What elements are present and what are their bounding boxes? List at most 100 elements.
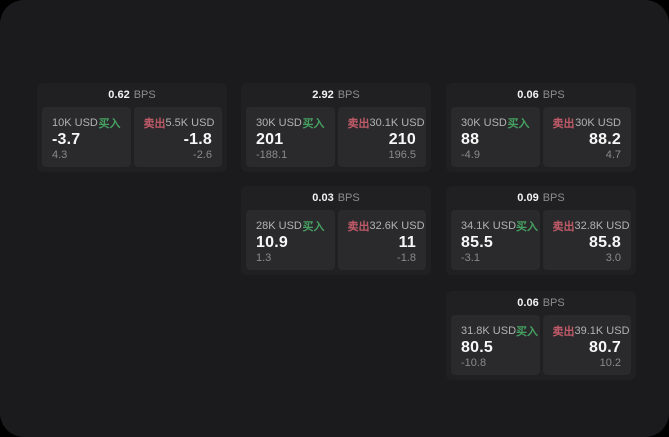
bps-spread-value: 0.06 — [517, 89, 539, 101]
card-body: 30K USD 买入 201 -188.1 卖出 30.1K USD 210 1… — [241, 107, 431, 172]
sell-quote-tile[interactable]: 卖出 32.8K USD 85.8 3.0 — [542, 210, 631, 270]
buy-side-label: 买入 — [516, 221, 539, 233]
sell-tile-header: 卖出 30K USD — [553, 115, 622, 131]
card-header: 0.03 BPS — [241, 186, 431, 210]
sell-price-value: 210 — [388, 131, 416, 148]
sell-delta-value: 196.5 — [388, 149, 416, 161]
buy-tile-header: 10K USD 买入 — [52, 115, 121, 131]
sell-quote-tile[interactable]: 卖出 30.1K USD 210 196.5 — [337, 107, 426, 167]
buy-tile-header: 28K USD 买入 — [256, 218, 325, 234]
bps-spread-value: 0.62 — [108, 89, 130, 101]
bps-unit-label: BPS — [542, 297, 565, 309]
buy-notional-label: 34.1K USD — [461, 220, 517, 232]
buy-delta-value: 1.3 — [256, 252, 272, 264]
buy-side-label: 买入 — [98, 118, 121, 130]
sell-quote-tile[interactable]: 卖出 5.5K USD -1.8 -2.6 — [133, 107, 222, 167]
sell-notional-label: 5.5K USD — [165, 117, 215, 129]
sell-notional-label: 32.8K USD — [574, 220, 630, 232]
buy-price-value: 85.5 — [461, 234, 493, 251]
sell-tile-header: 卖出 32.6K USD — [347, 218, 425, 234]
sell-side-label: 卖出 — [552, 118, 575, 130]
buy-side-label: 买入 — [507, 118, 530, 130]
buy-delta-value: -3.1 — [461, 252, 480, 264]
sell-tile-header: 卖出 32.8K USD — [552, 218, 630, 234]
card-header: 0.62 BPS — [37, 83, 227, 107]
sell-quote-tile[interactable]: 卖出 30K USD 88.2 4.7 — [542, 107, 631, 167]
sell-delta-value: -1.8 — [397, 252, 416, 264]
sell-tile-header: 卖出 30.1K USD — [347, 115, 425, 131]
card-body: 28K USD 买入 10.9 1.3 卖出 32.6K USD 11 -1.8 — [241, 210, 431, 275]
buy-quote-tile[interactable]: 28K USD 买入 10.9 1.3 — [246, 210, 335, 270]
sell-quote-tile[interactable]: 卖出 32.6K USD 11 -1.8 — [337, 210, 426, 270]
buy-tile-header: 30K USD 买入 — [461, 115, 530, 131]
buy-price-value: -3.7 — [52, 131, 81, 148]
buy-price-value: 80.5 — [461, 339, 493, 356]
buy-quote-tile[interactable]: 30K USD 买入 88 -4.9 — [451, 107, 540, 167]
buy-side-label: 买入 — [516, 326, 539, 338]
card-header: 0.06 BPS — [446, 83, 636, 107]
buy-delta-value: 4.3 — [52, 149, 68, 161]
sell-notional-label: 30K USD — [575, 117, 621, 129]
buy-quote-tile[interactable]: 34.1K USD 买入 85.5 -3.1 — [451, 210, 540, 270]
sell-notional-label: 30.1K USD — [369, 117, 425, 129]
buy-notional-label: 28K USD — [256, 220, 302, 232]
buy-tile-header: 34.1K USD 买入 — [461, 218, 538, 234]
sell-price-value: 88.2 — [589, 131, 621, 148]
sell-notional-label: 32.6K USD — [369, 220, 425, 232]
buy-notional-label: 30K USD — [461, 117, 507, 129]
sell-tile-header: 卖出 39.1K USD — [552, 323, 630, 339]
sell-delta-value: 10.2 — [599, 357, 621, 369]
sell-side-label: 卖出 — [143, 118, 166, 130]
sell-quote-tile[interactable]: 卖出 39.1K USD 80.7 10.2 — [542, 315, 631, 375]
quote-card: 2.92 BPS 30K USD 买入 201 -188.1 卖出 30.1K … — [241, 83, 431, 172]
sell-price-value: 85.8 — [589, 234, 621, 251]
card-body: 30K USD 买入 88 -4.9 卖出 30K USD 88.2 4.7 — [446, 107, 636, 172]
buy-delta-value: -4.9 — [461, 149, 480, 161]
sell-price-value: 11 — [398, 234, 416, 251]
quote-card: 0.62 BPS 10K USD 买入 -3.7 4.3 卖出 5.5K USD… — [37, 83, 227, 172]
buy-price-value: 201 — [256, 131, 284, 148]
bps-unit-label: BPS — [337, 89, 360, 101]
card-body: 31.8K USD 买入 80.5 -10.8 卖出 39.1K USD 80.… — [446, 315, 636, 380]
sell-tile-header: 卖出 5.5K USD — [143, 115, 215, 131]
sell-price-value: 80.7 — [589, 339, 621, 356]
card-body: 10K USD 买入 -3.7 4.3 卖出 5.5K USD -1.8 -2.… — [37, 107, 227, 172]
bps-unit-label: BPS — [542, 192, 565, 204]
buy-quote-tile[interactable]: 31.8K USD 买入 80.5 -10.8 — [451, 315, 540, 375]
buy-tile-header: 30K USD 买入 — [256, 115, 325, 131]
buy-quote-tile[interactable]: 10K USD 买入 -3.7 4.3 — [42, 107, 131, 167]
bps-spread-value: 0.03 — [312, 192, 334, 204]
buy-notional-label: 30K USD — [256, 117, 302, 129]
buy-notional-label: 10K USD — [52, 117, 98, 129]
buy-delta-value: -10.8 — [461, 357, 487, 369]
bps-unit-label: BPS — [337, 192, 360, 204]
card-body: 34.1K USD 买入 85.5 -3.1 卖出 32.8K USD 85.8… — [446, 210, 636, 275]
bps-spread-value: 0.06 — [517, 297, 539, 309]
sell-delta-value: -2.6 — [193, 149, 212, 161]
sell-side-label: 卖出 — [347, 118, 370, 130]
buy-quote-tile[interactable]: 30K USD 买入 201 -188.1 — [246, 107, 335, 167]
card-header: 0.09 BPS — [446, 186, 636, 210]
quote-card: 0.03 BPS 28K USD 买入 10.9 1.3 卖出 32.6K US… — [241, 186, 431, 275]
card-header: 2.92 BPS — [241, 83, 431, 107]
quote-card: 0.06 BPS 30K USD 买入 88 -4.9 卖出 30K USD 8… — [446, 83, 636, 172]
buy-delta-value: -188.1 — [256, 149, 288, 161]
sell-delta-value: 4.7 — [605, 149, 621, 161]
bps-spread-value: 0.09 — [517, 192, 539, 204]
sell-price-value: -1.8 — [183, 131, 212, 148]
sell-delta-value: 3.0 — [605, 252, 621, 264]
sell-side-label: 卖出 — [347, 221, 370, 233]
buy-side-label: 买入 — [302, 118, 325, 130]
sell-side-label: 卖出 — [552, 326, 575, 338]
buy-notional-label: 31.8K USD — [461, 325, 517, 337]
bps-unit-label: BPS — [133, 89, 156, 101]
buy-tile-header: 31.8K USD 买入 — [461, 323, 538, 339]
bps-unit-label: BPS — [542, 89, 565, 101]
bps-spread-value: 2.92 — [312, 89, 334, 101]
sell-side-label: 卖出 — [552, 221, 575, 233]
quote-card: 0.09 BPS 34.1K USD 买入 85.5 -3.1 卖出 32.8K… — [446, 186, 636, 275]
buy-price-value: 88 — [461, 131, 480, 148]
card-header: 0.06 BPS — [446, 291, 636, 315]
buy-price-value: 10.9 — [256, 234, 288, 251]
